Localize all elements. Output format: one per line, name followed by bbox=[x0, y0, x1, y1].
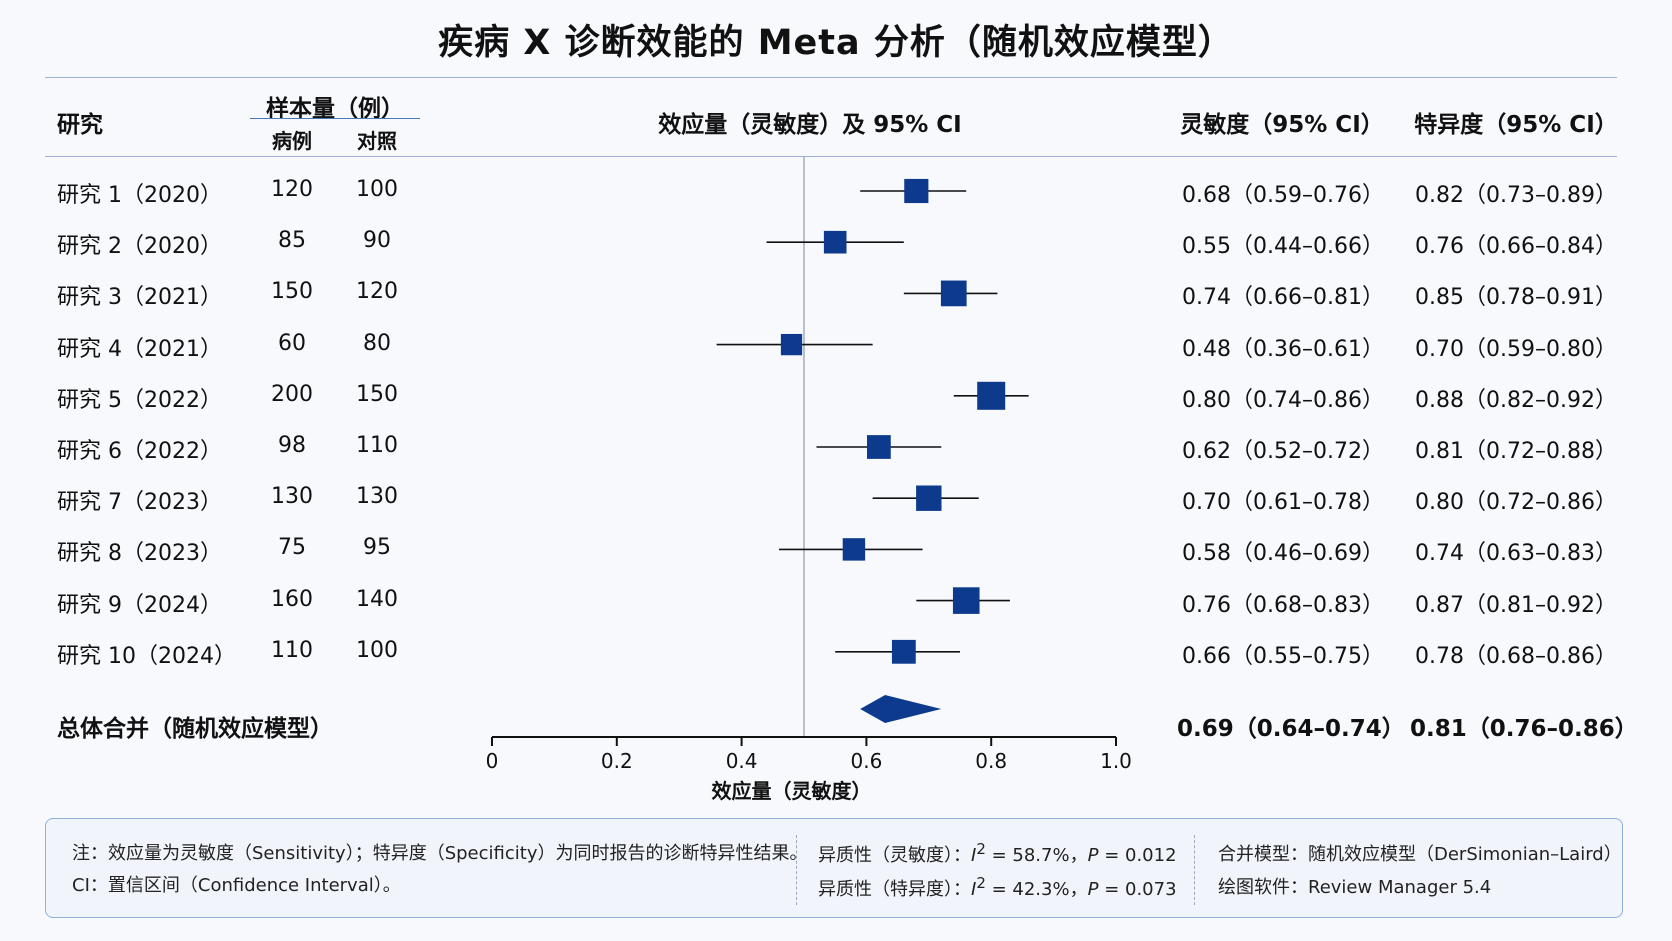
specificity-ci: 0.88（0.82–0.92） bbox=[1415, 387, 1617, 413]
sample-size-underline bbox=[250, 118, 420, 119]
sensitivity-ci: 0.80（0.74–0.86） bbox=[1182, 387, 1384, 413]
specificity-ci: 0.74（0.63–0.83） bbox=[1415, 541, 1617, 567]
study-point-marker bbox=[823, 230, 847, 254]
x-tick-label: 1.0 bbox=[1100, 749, 1132, 773]
study-point-marker bbox=[842, 538, 866, 561]
study-point-marker bbox=[780, 333, 803, 356]
software-note: 绘图软件：Review Manager 5.4 bbox=[1218, 877, 1492, 898]
sensitivity-ci: 0.66（0.55–0.75） bbox=[1182, 643, 1384, 669]
controls-column-header: 对照 bbox=[357, 129, 397, 153]
note-divider-2 bbox=[1194, 835, 1195, 905]
cases-column-header: 病例 bbox=[272, 129, 312, 153]
study-name: 研究 9（2024） bbox=[57, 592, 222, 618]
study-point-marker bbox=[952, 587, 980, 614]
specificity-ci: 0.81（0.72–0.88） bbox=[1415, 439, 1617, 464]
controls-count: 140 bbox=[356, 586, 398, 612]
study-point-marker bbox=[891, 639, 916, 664]
sensitivity-ci: 0.48（0.36–0.61） bbox=[1182, 336, 1384, 362]
study-name: 研究 10（2024） bbox=[57, 643, 236, 669]
cases-count: 110 bbox=[271, 637, 313, 663]
sensitivity-ci: 0.55（0.44–0.66） bbox=[1182, 234, 1384, 260]
study-point-marker bbox=[940, 280, 967, 307]
x-tick-label: 0.2 bbox=[601, 749, 633, 773]
pooled-sensitivity: 0.69（0.64–0.74） bbox=[1177, 716, 1405, 742]
study-column-header: 研究 bbox=[57, 112, 103, 138]
x-tick-label: 0.4 bbox=[726, 749, 758, 773]
specificity-ci: 0.85（0.78–0.91） bbox=[1415, 285, 1617, 311]
note-line-1: 注：效应量为灵敏度（Sensitivity）；特异度（Specificity）为… bbox=[72, 843, 808, 864]
study-name: 研究 7（2023） bbox=[57, 490, 222, 516]
header-bottom-rule bbox=[45, 156, 1617, 157]
heterogeneity-sensitivity: 异质性（灵敏度）：I2 = 58.7%，P = 0.012 bbox=[818, 840, 1177, 866]
controls-count: 150 bbox=[356, 381, 398, 407]
study-name: 研究 2（2020） bbox=[57, 234, 222, 260]
controls-count: 130 bbox=[356, 484, 398, 510]
specificity-ci: 0.80（0.72–0.86） bbox=[1415, 490, 1617, 516]
cases-count: 120 bbox=[271, 177, 313, 202]
cases-count: 75 bbox=[278, 535, 306, 561]
cases-count: 130 bbox=[271, 484, 313, 510]
x-axis-label: 效应量（灵敏度） bbox=[712, 779, 872, 803]
header-top-rule bbox=[45, 77, 1617, 78]
sensitivity-ci: 0.76（0.68–0.83） bbox=[1182, 592, 1384, 618]
specificity-ci: 0.70（0.59–0.80） bbox=[1415, 336, 1617, 362]
pooled-label: 总体合并（随机效应模型） bbox=[57, 716, 333, 742]
sensitivity-ci: 0.74（0.66–0.81） bbox=[1182, 285, 1384, 311]
x-tick-label: 0 bbox=[486, 749, 499, 773]
cases-count: 150 bbox=[271, 279, 313, 305]
study-point-marker bbox=[916, 485, 942, 511]
sensitivity-ci: 0.58（0.46–0.69） bbox=[1182, 541, 1384, 567]
sample-size-header: 样本量（例） bbox=[266, 96, 404, 122]
pooling-model-note: 合并模型：随机效应模型（DerSimonian–Laird） bbox=[1218, 844, 1622, 865]
cases-count: 160 bbox=[271, 586, 313, 612]
note-divider-1 bbox=[796, 835, 797, 905]
cases-count: 85 bbox=[278, 228, 306, 254]
specificity-ci: 0.76（0.66–0.84） bbox=[1415, 234, 1617, 260]
study-name: 研究 8（2023） bbox=[57, 541, 222, 567]
sensitivity-ci: 0.62（0.52–0.72） bbox=[1182, 439, 1384, 464]
forest-plot: 0 0.2 0.4 0.6 0.8 1.0 效应量（灵敏度） bbox=[486, 157, 1132, 803]
study-name: 研究 6（2022） bbox=[57, 439, 222, 464]
specificity-column-header: 特异度（95% CI） bbox=[1414, 112, 1618, 138]
notes-box: 注：效应量为灵敏度（Sensitivity）；特异度（Specificity）为… bbox=[45, 818, 1623, 918]
pooled-specificity: 0.81（0.76–0.86） bbox=[1410, 716, 1638, 742]
study-point-marker bbox=[867, 435, 891, 459]
specificity-ci: 0.82（0.73–0.89） bbox=[1415, 183, 1617, 208]
sensitivity-ci: 0.70（0.61–0.78） bbox=[1182, 490, 1384, 516]
pooled-diamond bbox=[860, 695, 942, 723]
page-title: 疾病 X 诊断效能的 Meta 分析（随机效应模型） bbox=[438, 23, 1234, 63]
controls-count: 90 bbox=[363, 228, 391, 254]
sensitivity-column-header: 灵敏度（95% CI） bbox=[1180, 112, 1384, 138]
study-point-marker bbox=[977, 381, 1006, 410]
specificity-ci: 0.87（0.81–0.92） bbox=[1415, 592, 1617, 618]
cases-count: 60 bbox=[278, 330, 306, 356]
specificity-ci: 0.78（0.68–0.86） bbox=[1415, 643, 1617, 669]
controls-count: 120 bbox=[356, 279, 398, 305]
controls-count: 100 bbox=[356, 637, 398, 663]
controls-count: 100 bbox=[356, 177, 398, 202]
study-name: 研究 1（2020） bbox=[57, 183, 222, 208]
x-tick-label: 0.6 bbox=[850, 749, 882, 773]
controls-count: 110 bbox=[356, 433, 398, 458]
controls-count: 95 bbox=[363, 535, 391, 561]
x-tick-label: 0.8 bbox=[975, 749, 1007, 773]
heterogeneity-specificity: 异质性（特异度）：I2 = 42.3%，P = 0.073 bbox=[818, 874, 1177, 900]
cases-count: 200 bbox=[271, 381, 313, 407]
study-point-marker bbox=[904, 178, 929, 204]
study-name: 研究 5（2022） bbox=[57, 387, 222, 413]
study-name: 研究 4（2021） bbox=[57, 336, 222, 362]
effect-column-header: 效应量（灵敏度）及 95% CI bbox=[658, 112, 962, 138]
note-line-2: CI：置信区间（Confidence Interval）。 bbox=[72, 875, 401, 896]
study-name: 研究 3（2021） bbox=[57, 285, 222, 311]
controls-count: 80 bbox=[363, 330, 391, 356]
sensitivity-ci: 0.68（0.59–0.76） bbox=[1182, 183, 1384, 208]
cases-count: 98 bbox=[278, 433, 306, 458]
